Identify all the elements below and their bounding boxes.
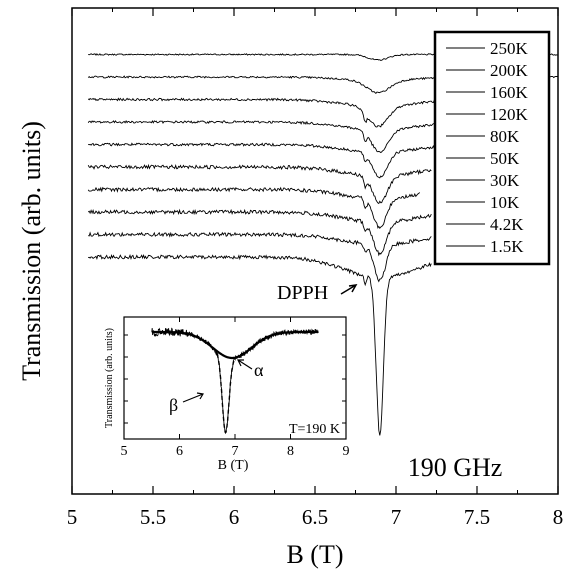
legend-label: 10K (490, 193, 520, 212)
legend-label: 1.5K (490, 237, 524, 256)
inset-x-ticks: 5 6 7 8 9 (121, 317, 350, 459)
x-tick-label: 8 (553, 505, 564, 529)
inset-plot: Transmission (arb. units) B (T) T=190 K … (104, 316, 350, 473)
inset-curves (151, 327, 319, 435)
trace-160K (87, 97, 493, 128)
dpph-arrow (340, 284, 358, 295)
trace-10K (87, 208, 432, 257)
legend-label: 4.2K (490, 215, 524, 234)
trace-50K (87, 163, 432, 205)
x-tick-label: 6.5 (302, 505, 328, 529)
y-axis-title: Transmission (arb. units) (17, 121, 46, 381)
legend-label: 200K (490, 61, 529, 80)
traces (87, 53, 558, 436)
trace-30K (87, 186, 421, 229)
inset-x-axis-title: B (T) (218, 458, 249, 473)
x-tick-label: 5 (67, 505, 78, 529)
inset-alpha-fit (151, 330, 319, 360)
legend-label: 50K (490, 149, 520, 168)
x-ticks: 5 5.5 6 6.5 7 7.5 8 (67, 8, 564, 529)
inset-beta-arrow (182, 392, 204, 403)
inset-x-tick-label: 8 (287, 444, 294, 459)
trace-4.2K (88, 231, 432, 283)
inset-temperature-label: T=190 K (289, 422, 340, 437)
x-axis-title: B (T) (286, 540, 343, 569)
legend-label: 80K (490, 127, 520, 146)
x-tick-label: 5.5 (140, 505, 166, 529)
legend-label: 120K (490, 105, 529, 124)
inset-x-tick-label: 7 (232, 444, 239, 459)
x-tick-label: 7 (391, 505, 402, 529)
frequency-label: 190 GHz (408, 453, 503, 482)
inset-beta-label: β (169, 395, 178, 415)
inset-y-axis-title: Transmission (arb. units) (104, 328, 115, 428)
inset-alpha-label: α (254, 360, 264, 380)
legend-box (433, 30, 551, 266)
inset-x-tick-label: 9 (343, 444, 350, 459)
inset-x-tick-label: 5 (121, 444, 128, 459)
trace-80K (87, 142, 454, 179)
x-tick-label: 7.5 (464, 505, 490, 529)
x-tick-label: 6 (229, 505, 240, 529)
legend-label: 250K (490, 39, 529, 58)
trace-1.5K (88, 253, 432, 436)
inset-alpha-arrow (237, 359, 253, 370)
dpph-label: DPPH (277, 282, 328, 304)
legend: 250K 200K 160K 120K 80K 50K 30K 10K 4.2K 1.5K (433, 30, 551, 266)
legend-label: 30K (490, 171, 520, 190)
inset-x-tick-label: 6 (176, 444, 183, 459)
inset-frame (123, 316, 347, 440)
trace-120K (87, 119, 453, 154)
legend-label: 160K (490, 83, 529, 102)
